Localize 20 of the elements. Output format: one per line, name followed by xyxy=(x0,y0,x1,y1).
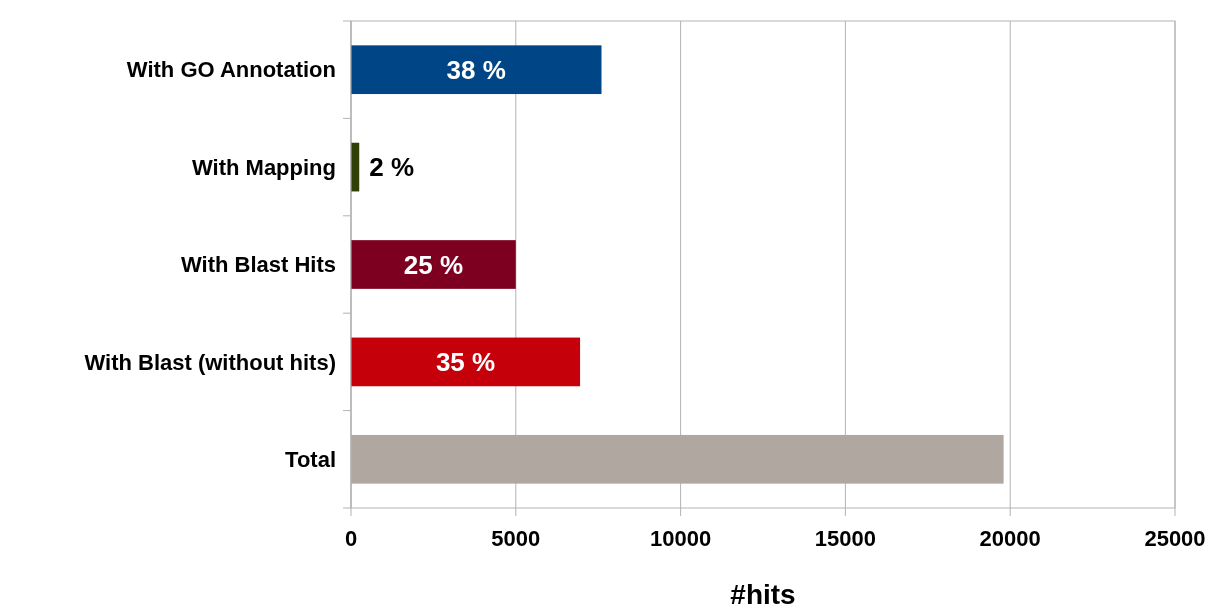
annotation: 25 % xyxy=(403,249,464,280)
y-tick-label: With Mapping xyxy=(192,154,336,180)
x-tick-label: 15000 xyxy=(814,526,876,551)
annotation: 35 % xyxy=(435,347,496,377)
bar xyxy=(351,337,581,387)
annotation: 2 % xyxy=(369,152,415,183)
x-tick-label: 10000 xyxy=(650,526,712,551)
y-tick-label: With Blast Hits xyxy=(180,252,336,278)
y-tick-label: With GO Annotation xyxy=(126,57,336,83)
y-tick-label: Total xyxy=(285,447,336,472)
x-axis-title: #hits xyxy=(730,579,796,610)
x-tick-label: 25000 xyxy=(1144,526,1206,551)
bar xyxy=(351,434,1004,484)
bar xyxy=(351,45,602,95)
x-tick-label: 0 xyxy=(344,526,358,551)
y-tick-label: With Blast (without hits) xyxy=(84,349,336,375)
x-tick-label: 20000 xyxy=(979,526,1041,551)
x-tick-label: 5000 xyxy=(491,526,541,551)
bar xyxy=(351,240,516,289)
annotation: 38 % xyxy=(446,54,506,85)
